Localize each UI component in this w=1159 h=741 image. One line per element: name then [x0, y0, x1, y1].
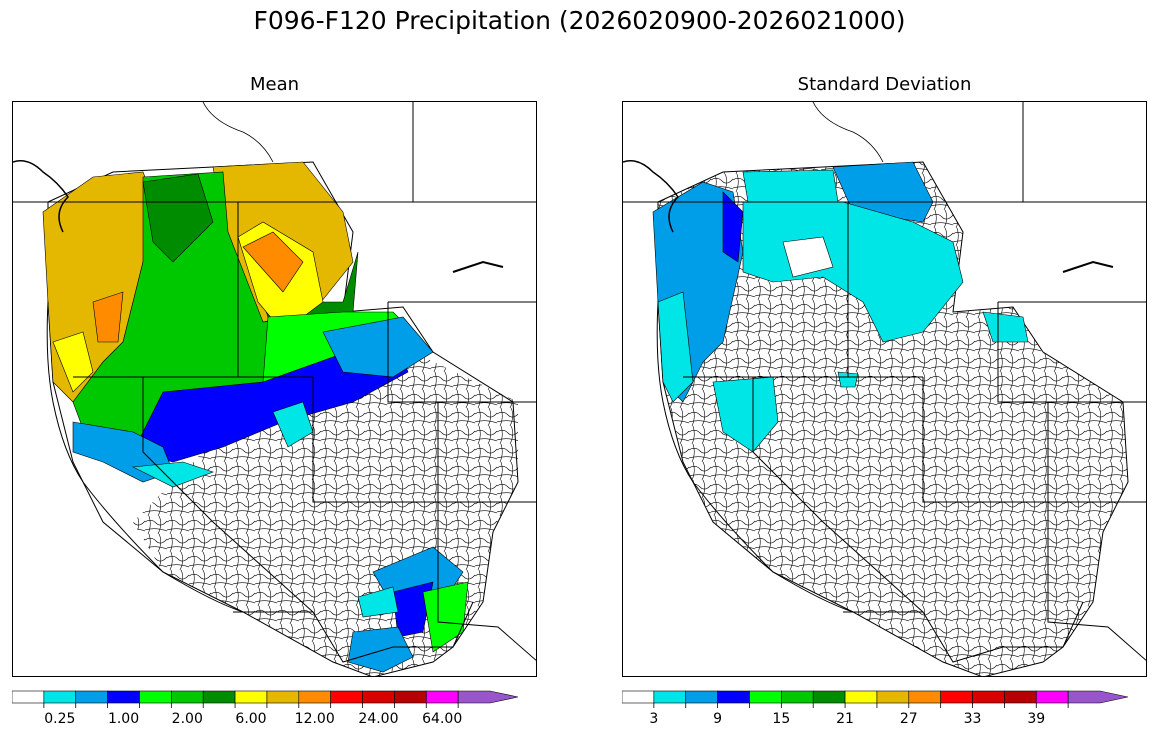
stddev-panel-title: Standard Deviation [797, 74, 972, 95]
colorbar-segment [362, 690, 395, 704]
colorbar-segment [812, 690, 846, 704]
colorbar-tick-label: 12.00 [294, 711, 335, 727]
colorbar-tick-label: 6.00 [235, 711, 267, 727]
colorbar-tick-label: 21 [836, 711, 854, 727]
colorbar-tick-label: 3 [649, 711, 659, 727]
colorbar-segment [139, 690, 172, 704]
colorbar-segment [1004, 690, 1037, 704]
stddev-colorbar [622, 690, 1129, 708]
mean-colorbar-ticks [43, 703, 459, 708]
colorbar-segment [330, 690, 363, 704]
colorbar-tick-label: 15 [772, 711, 791, 727]
colorbar-segment [234, 690, 268, 704]
colorbar-segment [844, 690, 878, 704]
stddev-colorbar-segments [622, 690, 1129, 704]
colorbar-segment [12, 690, 45, 704]
colorbar-tick-label: 39 [1027, 711, 1046, 727]
colorbar-segment [972, 690, 1005, 704]
colorbar-tick-label: 27 [899, 711, 918, 727]
colorbar-tick-label: 33 [963, 711, 982, 727]
mean-colorbar-segments [12, 690, 519, 704]
colorbar-segment [171, 690, 204, 704]
colorbar-segment [908, 690, 941, 704]
stddev-land [657, 161, 1129, 676]
colorbar-segment [425, 690, 459, 704]
colorbar-segment [298, 690, 331, 704]
stddev-map [622, 101, 1147, 677]
mean-colorbar [12, 690, 519, 708]
mean-boundaries [13, 102, 536, 663]
colorbar-segment [457, 690, 519, 704]
colorbar-tick-label: 64.00 [422, 711, 463, 727]
colorbar-tick-label: 2.00 [171, 711, 203, 727]
colorbar-segment [940, 690, 973, 704]
colorbar-segment [266, 690, 300, 704]
colorbar-segment [1067, 690, 1129, 704]
colorbar-segment [876, 690, 910, 704]
colorbar-segment [43, 690, 77, 704]
stddev-colorbar-ticks [653, 703, 1069, 708]
colorbar-tick-label: 9 [713, 711, 723, 727]
colorbar-segment [685, 690, 718, 704]
colorbar-segment [394, 690, 427, 704]
mean-map [12, 101, 537, 677]
colorbar-tick-label: 0.25 [44, 711, 76, 727]
colorbar-segment [653, 690, 687, 704]
colorbar-segment [717, 690, 750, 704]
colorbar-segment [202, 690, 236, 704]
mean-panel-title: Mean [249, 74, 300, 95]
colorbar-segment [75, 690, 108, 704]
colorbar-segment [1035, 690, 1069, 704]
colorbar-segment [749, 690, 782, 704]
mean-precip-fills [42, 161, 469, 673]
figure-title: F096-F120 Precipitation (2026020900-2026… [253, 6, 906, 35]
stddev-boundaries [623, 102, 1146, 663]
colorbar-tick-label: 24.00 [358, 711, 399, 727]
colorbar-tick-label: 1.00 [107, 711, 140, 727]
colorbar-segment [622, 690, 655, 704]
colorbar-segment [781, 690, 814, 704]
colorbar-segment [107, 690, 140, 704]
